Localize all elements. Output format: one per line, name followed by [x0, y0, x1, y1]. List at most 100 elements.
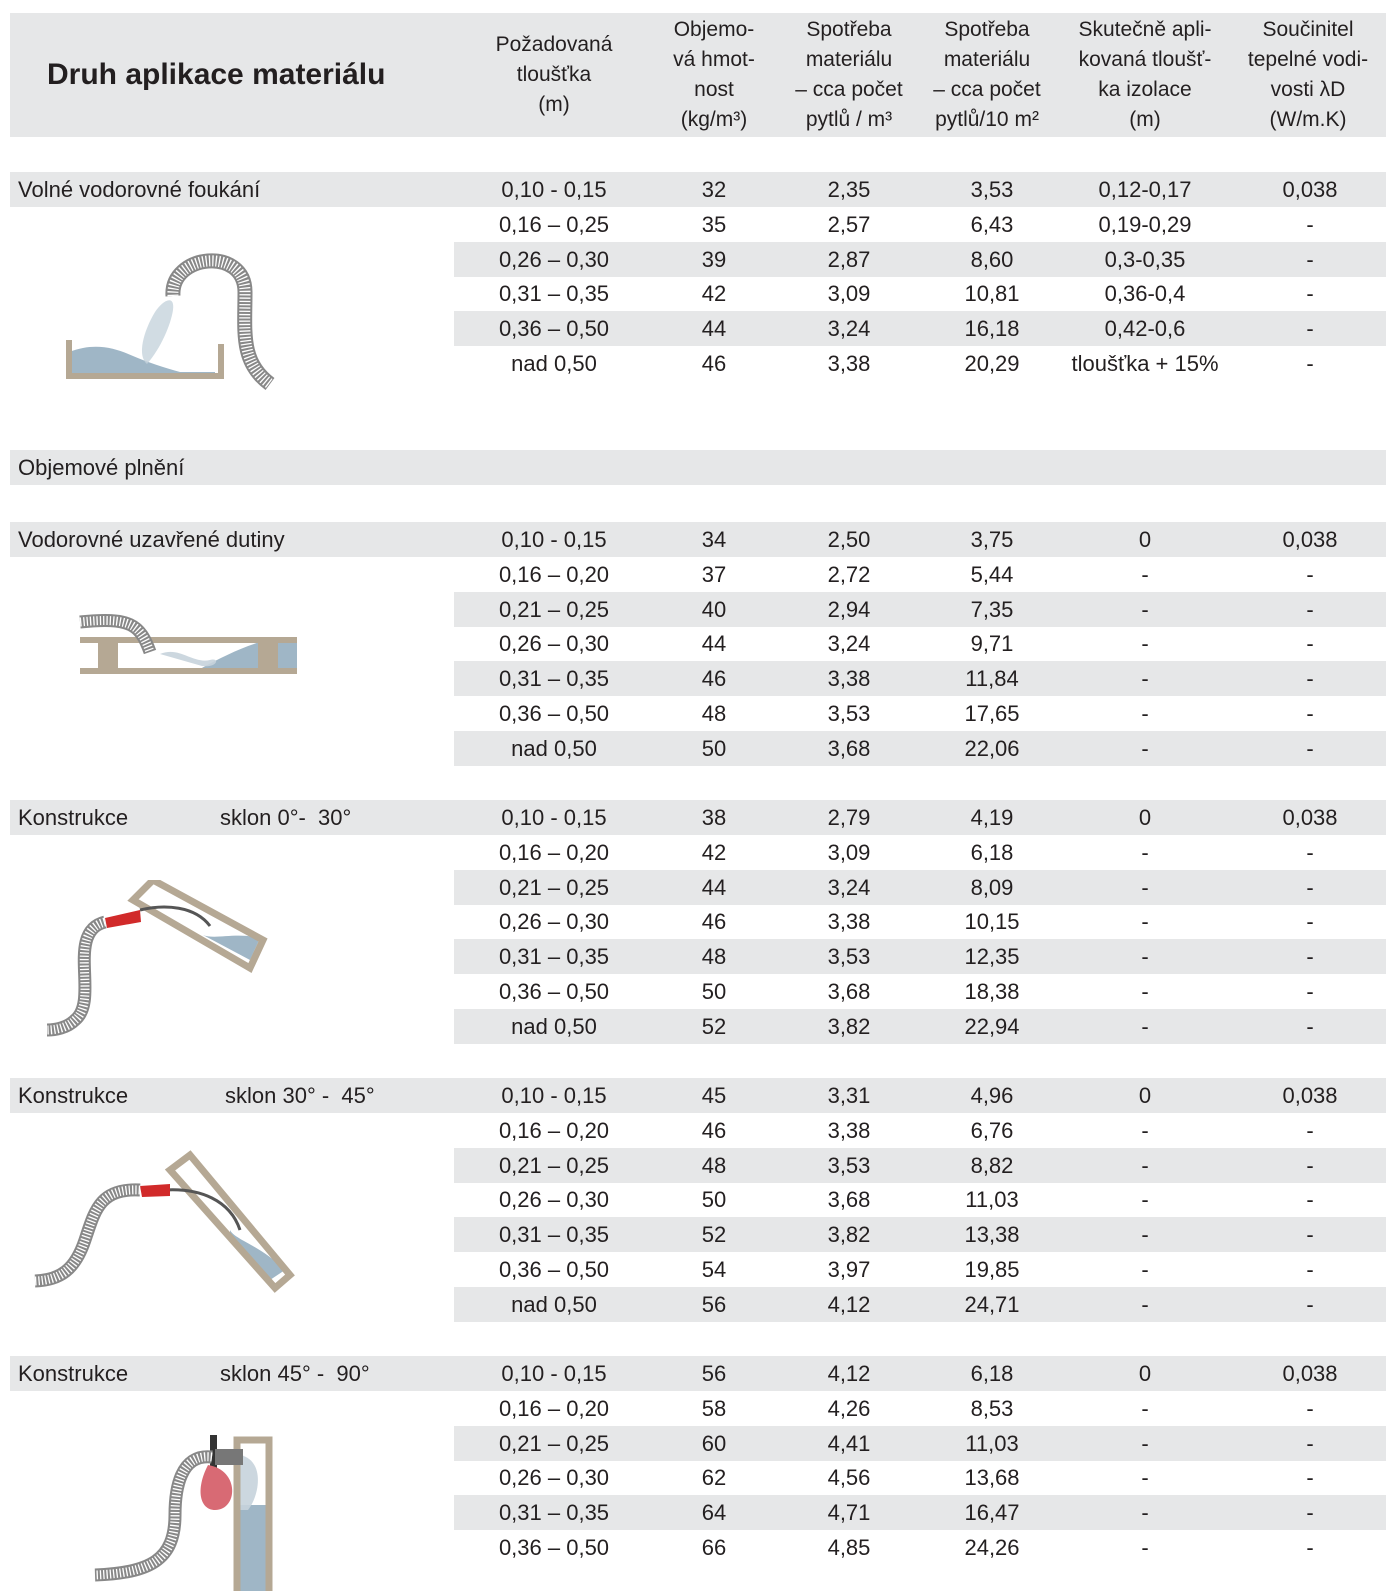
table-cell: -	[1306, 1431, 1314, 1456]
table-cell: -	[1306, 1014, 1314, 1039]
table-cell: -	[1306, 631, 1314, 656]
table-cell: 4,71	[827, 1500, 871, 1525]
table-cell: nad 0,50	[511, 736, 597, 761]
table-row: 0,36 – 0,50 48 3,53 17,65 - -	[0, 696, 1396, 731]
table-cell: 56	[701, 1361, 727, 1386]
table-cell: 3,24	[827, 316, 871, 341]
table-cell: 4,56	[827, 1465, 871, 1490]
table-row: 0,10 - 0,15 45 3,31 4,96 0 0,038	[0, 1078, 1396, 1113]
table-cell: -	[1306, 316, 1314, 341]
table-row: 0,16 – 0,25 35 2,57 6,43 0,19-0,29 -	[0, 207, 1396, 242]
table-cell: 16,47	[964, 1500, 1020, 1525]
table-row: 0,10 - 0,15 32 2,35 3,53 0,12-0,17 0,038	[0, 172, 1396, 207]
table-cell: 0,038	[1282, 805, 1338, 830]
table-cell: 19,85	[964, 1257, 1020, 1282]
table-cell: -	[1141, 1535, 1149, 1560]
section-label: Volné vodorovné foukání	[18, 177, 261, 202]
horizontal-closed-cavity-illustration	[79, 614, 297, 674]
material-spray	[240, 1455, 258, 1510]
joist	[98, 641, 118, 670]
table-cell: 0,16 – 0,20	[498, 1118, 610, 1143]
table-cell: 0,31 – 0,35	[498, 944, 610, 969]
table-row: 0,26 – 0,30 44 3,24 9,71 - -	[0, 626, 1396, 661]
table-cell: 22,94	[964, 1014, 1020, 1039]
table-cell: 0,31 – 0,35	[498, 666, 610, 691]
table-cell: 2,50	[827, 527, 871, 552]
table-cell: -	[1141, 909, 1149, 934]
table-cell: -	[1306, 944, 1314, 969]
table-cell: 16,18	[964, 316, 1020, 341]
table-cell: 44	[701, 631, 727, 656]
table-cell: -	[1141, 1431, 1149, 1456]
table-cell: 3,68	[827, 1187, 871, 1212]
table-title: Druh aplikace materiálu	[47, 58, 386, 91]
nozzle-pipe	[139, 905, 212, 927]
table-cell: -	[1141, 1500, 1149, 1525]
nozzle	[105, 910, 141, 928]
hose-ribs	[79, 616, 155, 654]
table-cell: 39	[701, 247, 727, 272]
table-cell: 6,18	[970, 1361, 1014, 1386]
table-cell: -	[1306, 1153, 1314, 1178]
nozzle-handle	[210, 1435, 217, 1475]
table-cell: -	[1306, 1222, 1314, 1247]
hose-outline	[34, 1183, 141, 1288]
table-cell: 8,60	[970, 247, 1014, 272]
table-cell: nad 0,50	[511, 1292, 597, 1317]
table-cell: -	[1306, 247, 1314, 272]
header-label: Požadovaná tloušťka (m)	[495, 33, 613, 116]
table-cell: -	[1306, 736, 1314, 761]
table-cell: 3,38	[827, 909, 871, 934]
header-label: Součinitel tepelné vodi- vosti λD (W/m.K…	[1247, 18, 1369, 131]
rafter-frame	[164, 1150, 295, 1293]
horizontal-open-blowing-illustration	[66, 253, 275, 391]
table-cell: 6,76	[970, 1118, 1014, 1143]
table-row: 0,26 – 0,30 46 3,38 10,15 - -	[0, 904, 1396, 939]
header-label: Spotřeba materiálu – cca počet pytlů/10 …	[933, 18, 1041, 131]
table-row: 0,10 - 0,15 56 4,12 6,18 0 0,038	[0, 1356, 1396, 1391]
table-cell: 3,24	[827, 875, 871, 900]
table-cell: -	[1306, 840, 1314, 865]
table-cell: 35	[701, 212, 727, 237]
operator-hand	[200, 1465, 233, 1510]
table-row: 0,31 – 0,35 42 3,09 10,81 0,36-0,4 -	[0, 276, 1396, 311]
rafter-frame	[127, 880, 268, 973]
joist	[258, 641, 278, 670]
table-cell: 22,06	[964, 736, 1020, 761]
section-label: Objemové plnění	[18, 455, 185, 480]
table-cell: 54	[701, 1257, 727, 1282]
table-cell: -	[1141, 875, 1149, 900]
table-cell: 50	[701, 979, 727, 1004]
bottom-board	[80, 668, 297, 674]
insulation-layer	[69, 346, 215, 376]
table-row: 0,21 – 0,25 44 3,24 8,09 - -	[0, 870, 1396, 905]
table-cell: -	[1141, 631, 1149, 656]
table-row: 0,21 – 0,25 48 3,53 8,82 - -	[0, 1148, 1396, 1183]
table-cell: 0,26 – 0,30	[498, 909, 610, 934]
table-cell: 46	[701, 1118, 727, 1143]
table-row: 0,26 – 0,30 50 3,68 11,03 - -	[0, 1182, 1396, 1217]
table-cell: 0,038	[1282, 1083, 1338, 1108]
table-row: 0,16 – 0,20 37 2,72 5,44 - -	[0, 557, 1396, 592]
table-cell: -	[1306, 281, 1314, 306]
table-cell: 0	[1138, 1361, 1152, 1386]
section-label: Vodorovné uzavřené dutiny	[18, 527, 285, 552]
table-cell: 10,15	[964, 909, 1020, 934]
table-cell: 3,53	[827, 701, 871, 726]
table-cell: 42	[701, 281, 727, 306]
table-cell: 40	[701, 597, 727, 622]
table-cell: 50	[701, 736, 727, 761]
table-cell: 17,65	[964, 701, 1020, 726]
table-cell: 18,38	[964, 979, 1020, 1004]
table-cell: 0,21 – 0,25	[498, 875, 610, 900]
table-cell: 3,53	[827, 944, 871, 969]
table-cell: 0,36 – 0,50	[498, 701, 610, 726]
table-row: 0,16 – 0,20 58 4,26 8,53 - -	[0, 1391, 1396, 1426]
section-label: Konstrukce	[18, 1083, 129, 1108]
table-row: 0,21 – 0,25 60 4,41 11,03 - -	[0, 1426, 1396, 1461]
table-cell: 52	[701, 1014, 727, 1039]
table-cell: 3,24	[827, 631, 871, 656]
table-cell: 60	[701, 1431, 727, 1456]
table-cell: 0,26 – 0,30	[498, 631, 610, 656]
section-band	[10, 450, 1386, 485]
